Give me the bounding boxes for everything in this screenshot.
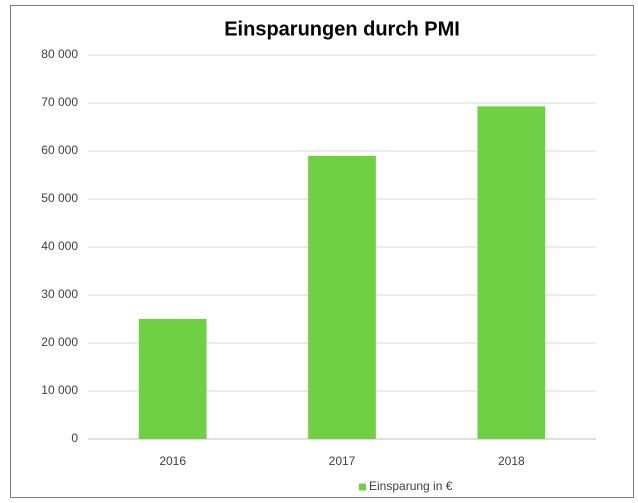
y-tick-label: 50 000 [41,191,78,205]
x-tick-label: 2016 [159,454,186,468]
bar [477,106,546,440]
y-tick-label: 60 000 [41,143,78,157]
bar [308,155,376,440]
legend-label: Einsparung in € [369,479,453,493]
y-tick-label: 40 000 [41,239,78,253]
y-tick-label: 20 000 [41,335,78,349]
y-tick-label: 10 000 [41,383,78,397]
legend-swatch [359,483,366,491]
x-tick-label: 2017 [329,454,356,468]
y-tick-label: 0 [71,431,78,445]
chart-title: Einsparungen durch PMI [224,18,460,40]
y-tick-label: 30 000 [41,287,78,301]
bar [138,319,207,439]
y-tick-label: 80 000 [41,47,78,61]
x-tick-label: 2018 [498,454,525,468]
y-tick-label: 70 000 [41,95,78,109]
